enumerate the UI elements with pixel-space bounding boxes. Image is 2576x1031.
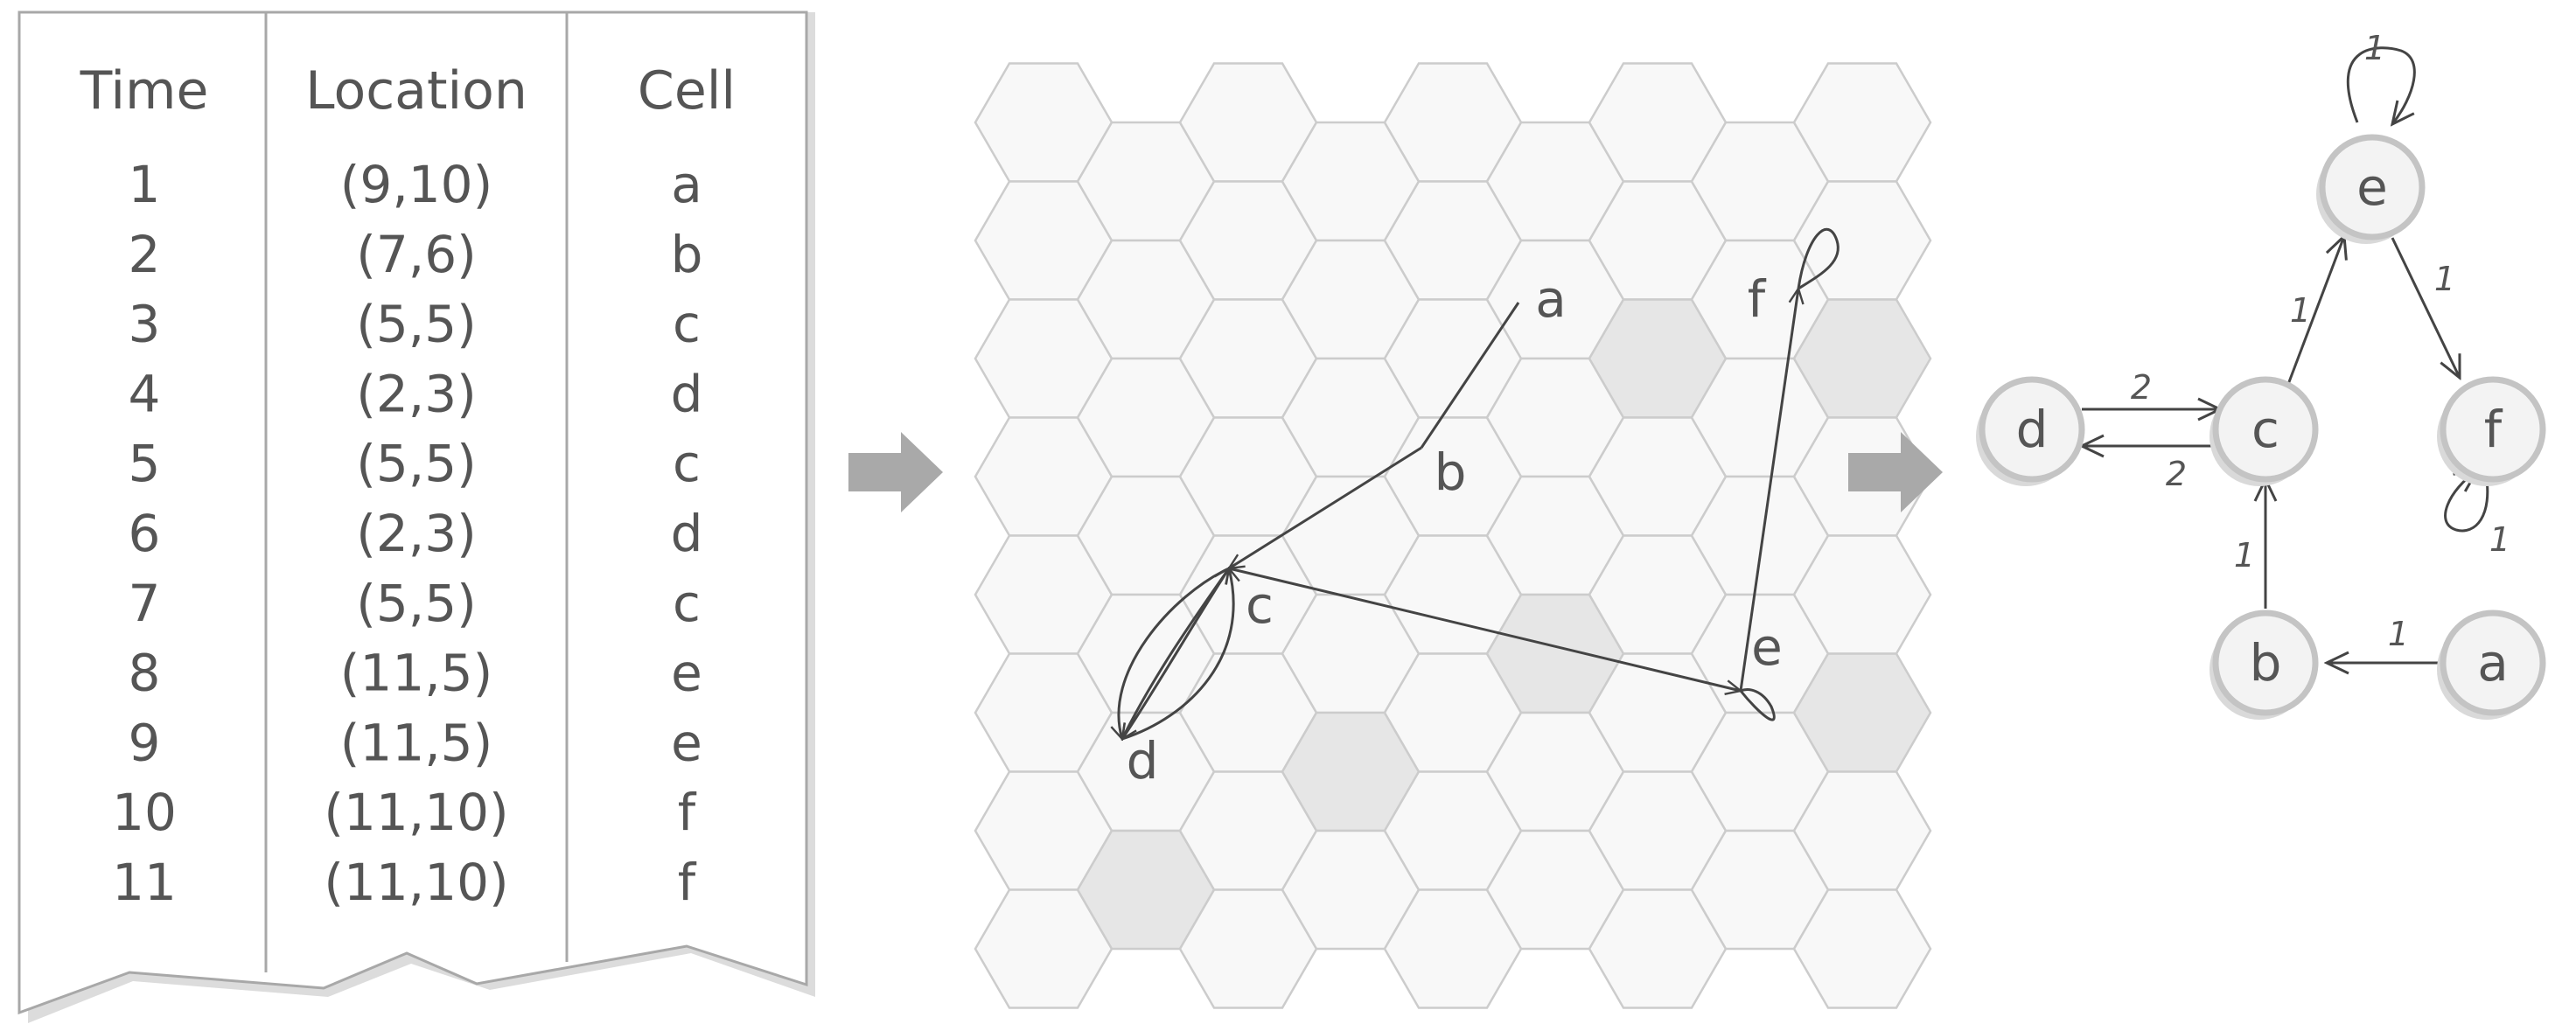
table-cell: f [678, 783, 697, 842]
hex-label-f: f [1748, 269, 1767, 329]
trajectory-path [1119, 228, 1840, 741]
table-cell: e [671, 644, 702, 703]
edge-weight-c-d: 2 [2166, 455, 2187, 493]
edge-weight-c-e: 1 [2290, 291, 2311, 330]
table-cell: 4 [129, 364, 161, 423]
graph-node-d: d [1976, 376, 2085, 486]
graph-node-a: a [2437, 610, 2546, 720]
svg-text:b: b [2250, 633, 2282, 693]
svg-text:c: c [2251, 400, 2279, 459]
trajectory-segment-c-d [1119, 567, 1230, 739]
table-cell: a [671, 155, 702, 214]
svg-text:f: f [2484, 400, 2503, 459]
table-cell: 3 [129, 295, 161, 354]
table-cell: 8 [129, 644, 161, 703]
edge-e-e [2346, 46, 2416, 124]
trajectory-segment-c-e [1228, 567, 1741, 691]
edge-weight-b-c: 1 [2234, 536, 2255, 575]
table-cell: 6 [129, 504, 161, 563]
edge-weight-a-b: 1 [2388, 615, 2409, 653]
graph-node-b: b [2209, 610, 2319, 720]
table-cell: 7 [129, 574, 161, 633]
column-header-time: Time [80, 60, 209, 122]
hex-label-a: a [1535, 269, 1567, 329]
trajectory-segment-c-d [1122, 568, 1231, 739]
table-cell: d [671, 504, 703, 563]
right-arrow-icon [1848, 432, 1943, 512]
edge-e-f [2391, 237, 2460, 378]
table-cell: (11,5) [340, 644, 492, 703]
trajectory-loop-e [1739, 688, 1776, 721]
graph-nodes: e d c f b [1976, 134, 2546, 720]
table-cell: 9 [129, 713, 161, 772]
svg-text:d: d [2016, 400, 2049, 459]
table-cell: (5,5) [356, 434, 477, 493]
hex-cell [1792, 888, 1932, 1009]
graph-node-c: c [2209, 376, 2319, 486]
table-cell: 1 [129, 155, 161, 214]
column-header-location: Location [305, 60, 527, 122]
table-cell: 11 [112, 853, 177, 912]
table-cell: (7,6) [356, 225, 477, 284]
table-cell: (11,5) [340, 713, 492, 772]
hex-label-c: c [1246, 575, 1274, 635]
graph-edges [2082, 46, 2489, 663]
svg-text:e: e [2356, 157, 2388, 217]
table-cell: (5,5) [356, 295, 477, 354]
table-cell: (2,3) [356, 504, 477, 563]
table-paper [17, 10, 808, 1015]
table-cell: (11,10) [324, 853, 508, 912]
svg-text:a: a [2477, 633, 2509, 693]
table-body: 1 (9,10) a 2 (7,6) b 3 (5,5) c 4 (2,3) d 5 (5,5) c 6 (2,… [112, 155, 702, 912]
trajectory-segment-a-b [1420, 302, 1520, 449]
trajectory-segment-b-c [1229, 446, 1422, 568]
table-cell: c [673, 434, 701, 493]
trajectory-segment-e-f [1739, 289, 1798, 692]
edge-weight-f-f: 1 [2489, 520, 2510, 559]
edge-weights: 1 1 1 2 2 1 1 1 [2131, 29, 2510, 653]
transition-graph: e d c f b [1976, 29, 2546, 720]
table-cell: b [671, 225, 703, 284]
table-cell: c [673, 295, 701, 354]
edge-weight-e-f: 1 [2434, 260, 2455, 298]
table-cell: c [673, 574, 701, 633]
table-cell: f [678, 853, 697, 912]
table-cell: (9,10) [340, 155, 492, 214]
hex-label-d: d [1127, 731, 1159, 791]
table-cell: 2 [129, 225, 161, 284]
table-cell: 10 [112, 783, 177, 842]
trajectory-segment-d-c [1121, 568, 1233, 741]
trajectory-table: Time Location Cell 1 (9,10) a 2 (7,6) b 3 (5,5)… [17, 10, 815, 1023]
column-header-cell: Cell [638, 60, 736, 122]
table-cell: (11,10) [324, 783, 508, 842]
right-arrow-icon [848, 432, 943, 512]
edge-c-e [2286, 236, 2344, 387]
hex-label-b: b [1435, 442, 1467, 502]
edge-weight-e-e: 1 [2364, 29, 2385, 67]
edge-weight-d-c: 2 [2131, 368, 2152, 407]
edge-f-f [2444, 470, 2489, 533]
table-cell: e [671, 713, 702, 772]
table-cell: 5 [129, 434, 161, 493]
graph-node-e: e [2316, 134, 2426, 244]
table-cell: d [671, 364, 703, 423]
graph-node-f: f [2437, 376, 2546, 486]
hex-label-e: e [1751, 617, 1783, 677]
table-cell: (5,5) [356, 574, 477, 633]
hex-grid: a f b c e d [974, 62, 1932, 1009]
table-cell: (2,3) [356, 364, 477, 423]
trajectory-loop-f [1797, 228, 1840, 290]
